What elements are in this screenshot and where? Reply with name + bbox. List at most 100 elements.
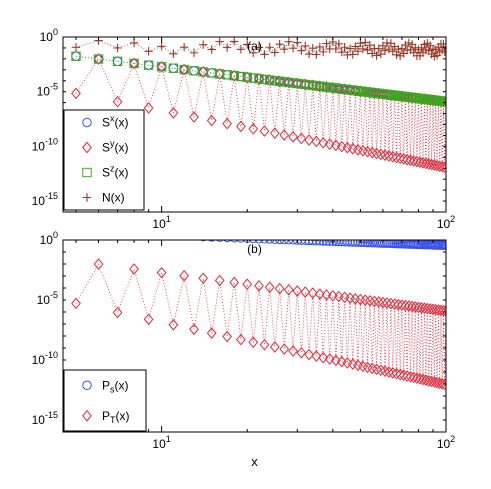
data-point-N	[222, 43, 232, 52]
data-point-N	[312, 50, 321, 59]
data-point-s	[328, 240, 338, 246]
data-point-y	[254, 72, 264, 85]
data-point-y	[405, 154, 416, 167]
legend-label-x: Sx(x)	[102, 114, 129, 130]
data-point-T	[112, 306, 123, 319]
data-point-T	[254, 280, 264, 292]
data-point-s	[315, 240, 325, 246]
data-point-N	[284, 37, 293, 46]
data-point-T	[269, 341, 280, 353]
legend-label-T: PT(x)	[102, 409, 130, 425]
x-tick-label: 101	[152, 434, 170, 451]
data-point-N	[215, 37, 224, 46]
x-tick-label: 102	[437, 214, 455, 231]
data-point-y	[179, 63, 189, 76]
data-point-T	[378, 296, 388, 309]
data-point-s	[265, 240, 275, 244]
plot-area	[71, 37, 446, 173]
y-tick-label: 10-10	[32, 136, 58, 153]
legend-marker-N	[82, 193, 92, 202]
plot-area	[71, 240, 446, 391]
data-point-y	[418, 156, 428, 169]
data-point-N	[265, 43, 274, 52]
series-line-T	[75, 263, 446, 385]
data-point-N	[243, 40, 252, 49]
data-point-y	[439, 161, 446, 173]
data-point-y	[112, 95, 123, 108]
data-point-T	[222, 330, 233, 343]
data-point-s	[288, 240, 298, 245]
data-point-s	[362, 240, 373, 248]
data-point-T	[156, 266, 167, 279]
data-point-T	[397, 299, 407, 311]
data-point-z	[214, 69, 225, 79]
legend-label-s: Ps(x)	[102, 378, 129, 394]
data-point-N	[297, 46, 306, 55]
data-point-T	[407, 300, 417, 313]
data-point-T	[387, 367, 398, 379]
data-point-x	[168, 63, 179, 73]
data-point-T	[415, 373, 425, 385]
data-point-T	[242, 278, 253, 291]
data-point-y	[336, 140, 347, 153]
data-point-N	[230, 37, 239, 46]
y-tick-label: 100	[40, 27, 58, 44]
data-point-y	[311, 135, 322, 148]
data-point-z	[168, 63, 179, 73]
data-point-z	[254, 74, 264, 84]
data-point-y	[304, 134, 314, 146]
data-point-N	[129, 38, 139, 48]
data-point-T	[206, 327, 217, 339]
data-point-z	[143, 60, 154, 70]
data-point-T	[375, 364, 386, 377]
data-point-y	[398, 153, 409, 165]
data-point-T	[416, 301, 427, 314]
legend-label-y: Sy(x)	[102, 139, 129, 155]
data-point-y	[391, 151, 402, 164]
data-point-z	[229, 71, 239, 81]
data-point-T	[369, 295, 380, 308]
data-point-N	[334, 39, 344, 48]
data-point-y	[93, 53, 104, 65]
data-point-N	[304, 49, 314, 59]
data-point-T	[71, 297, 81, 310]
data-point-y	[189, 111, 199, 123]
data-point-T	[410, 301, 421, 313]
data-point-x	[143, 60, 154, 70]
data-point-N	[392, 50, 401, 59]
data-point-s	[223, 240, 232, 243]
chart-panel-1: 101 102 100 10-5 10-10 10-15 (a) Sx(x) Sy(x) Sz(x…	[32, 27, 456, 231]
data-point-N	[356, 38, 365, 48]
legend-label-z: Sz(x)	[102, 164, 129, 180]
data-point-y	[206, 114, 217, 127]
data-point-T	[143, 313, 154, 326]
data-point-N	[71, 43, 81, 52]
data-point-N	[384, 45, 394, 54]
series-line-y	[75, 58, 446, 168]
data-point-z	[236, 71, 246, 82]
data-point-N	[270, 48, 279, 57]
data-point-N	[351, 42, 360, 51]
data-point-s	[348, 240, 358, 247]
data-point-y	[156, 60, 167, 73]
data-point-y	[412, 155, 422, 168]
data-point-x	[93, 54, 104, 64]
data-point-s	[199, 240, 207, 242]
data-point-y	[342, 141, 353, 154]
data-point-N	[207, 45, 216, 54]
data-point-z	[222, 70, 232, 80]
data-point-T	[405, 370, 416, 383]
data-point-N	[249, 48, 258, 57]
data-point-T	[93, 258, 104, 270]
data-point-N	[260, 50, 269, 59]
data-point-z	[156, 62, 167, 72]
data-point-T	[300, 286, 311, 298]
data-point-s	[321, 240, 332, 246]
data-point-T	[342, 357, 353, 369]
data-point-N	[198, 40, 208, 49]
data-point-s	[350, 240, 361, 247]
data-point-T	[421, 374, 431, 386]
data-point-T	[373, 296, 384, 308]
data-point-T	[391, 367, 402, 380]
